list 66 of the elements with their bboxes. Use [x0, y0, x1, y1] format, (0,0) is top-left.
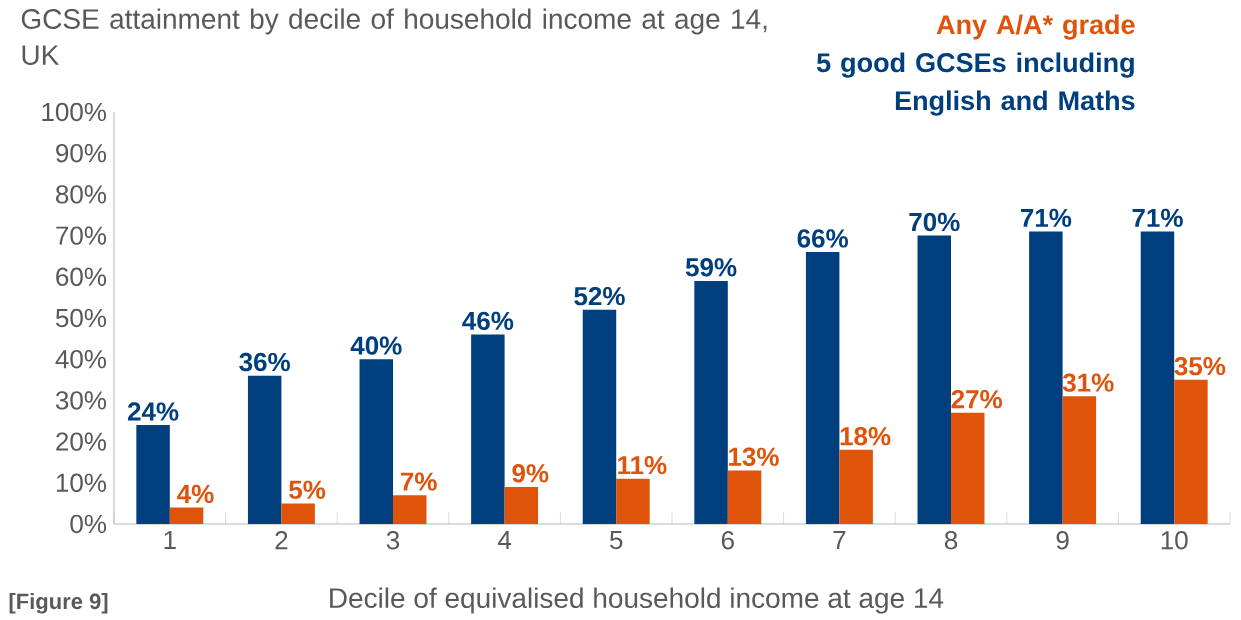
- bar: [727, 470, 762, 524]
- y-tick-label: 90%: [56, 143, 107, 163]
- data-label: 71%: [1132, 208, 1183, 228]
- data-label: 59%: [685, 258, 737, 277]
- y-tick-label: 40%: [55, 349, 107, 369]
- x-tick-label: 1: [164, 531, 176, 549]
- data-label: 46%: [462, 311, 514, 331]
- bar: [951, 412, 985, 524]
- bar: [616, 478, 650, 524]
- bar: [504, 486, 539, 524]
- y-tick-label: 0%: [70, 514, 107, 534]
- y-tick-label: 50%: [55, 308, 107, 328]
- data-label: 52%: [574, 286, 625, 306]
- data-label: 4%: [177, 484, 214, 504]
- bar: [359, 359, 394, 524]
- data-label: 36%: [239, 352, 290, 372]
- bar: [247, 375, 282, 524]
- data-label: 13%: [729, 447, 779, 467]
- x-tick-label: 2: [275, 531, 288, 550]
- bar: [136, 425, 170, 524]
- data-label: 18%: [840, 427, 891, 446]
- data-label: 35%: [1174, 356, 1226, 376]
- data-label: 5%: [289, 480, 326, 499]
- data-label: 71%: [1020, 208, 1072, 228]
- bar: [1062, 396, 1097, 524]
- bar: [169, 507, 204, 524]
- data-label: 66%: [797, 229, 848, 248]
- bar: [1029, 231, 1063, 524]
- bar: [1174, 379, 1208, 524]
- data-label: 11%: [618, 455, 667, 475]
- bar: [1140, 231, 1175, 524]
- data-label: 7%: [401, 472, 437, 491]
- x-tick-label: 9: [1056, 531, 1069, 550]
- y-tick-label: 30%: [55, 391, 107, 410]
- bar: [839, 449, 873, 524]
- bar: [805, 252, 840, 524]
- data-label: 40%: [350, 336, 402, 355]
- x-tick-label: 3: [386, 531, 400, 550]
- text: [Figure 9]: [9, 592, 108, 614]
- y-tick-label: 10%: [56, 473, 107, 492]
- x-tick-label: 7: [833, 531, 846, 549]
- data-label: 31%: [1062, 373, 1114, 392]
- chart-title: GCSE attainment by decile of household income at age 14, UK: [21, 8, 767, 65]
- bar: [471, 334, 505, 524]
- x-tick-label: 4: [497, 531, 512, 549]
- data-label: 27%: [951, 389, 1002, 409]
- data-label: 70%: [909, 212, 960, 232]
- text: 5 good GCSEs including English and Maths: [816, 52, 1135, 116]
- y-tick-label: 100%: [42, 102, 107, 122]
- bar: [281, 503, 315, 524]
- data-label: 9%: [512, 464, 549, 483]
- bar: [917, 235, 951, 524]
- x-tick-label: 8: [944, 531, 958, 550]
- bar: [694, 280, 728, 524]
- y-tick-label: 80%: [56, 185, 107, 204]
- bar: [393, 495, 427, 524]
- x-axis-title: Decile of equivalised household income at age 14: [330, 587, 944, 614]
- text: Any A/A* grade: [936, 14, 1135, 40]
- data-label: 24%: [127, 402, 179, 421]
- y-tick-label: 20%: [56, 432, 107, 451]
- y-tick-label: 70%: [56, 226, 107, 245]
- y-tick-label: 60%: [56, 267, 107, 286]
- x-tick-label: 10: [1161, 531, 1188, 550]
- x-tick-label: 6: [721, 531, 734, 550]
- x-tick-label: 5: [610, 531, 623, 550]
- bar: [582, 309, 617, 524]
